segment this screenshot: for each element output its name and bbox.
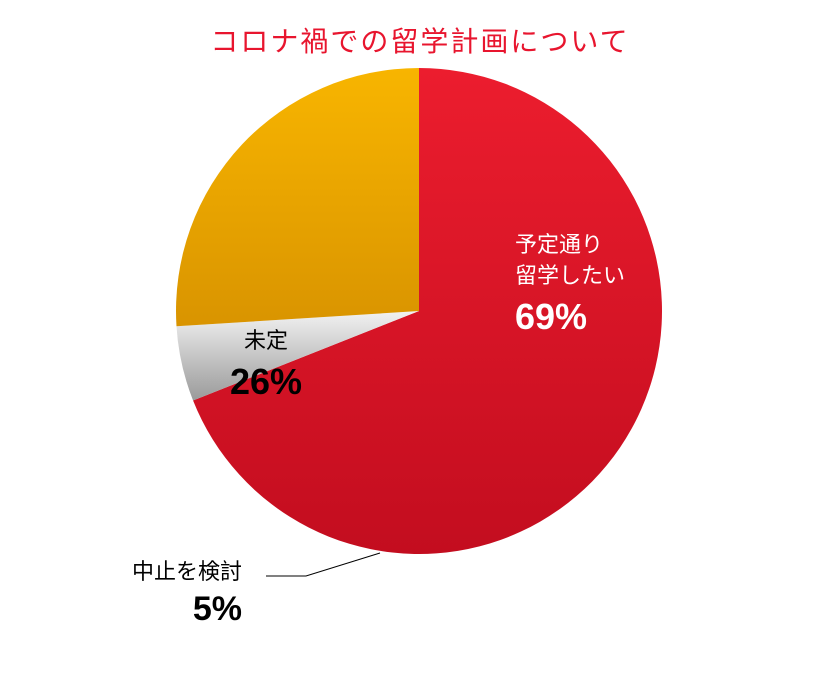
slice-label-proceed-line1: 予定通り	[515, 230, 625, 261]
slice-label-proceed: 予定通り 留学したい 69%	[515, 230, 625, 342]
slice-label-undecided: 未定 26%	[230, 326, 302, 407]
slice-percent-undecided: 26%	[230, 357, 302, 407]
slice-label-proceed-line2: 留学したい	[515, 261, 625, 292]
slice-label-cancel: 中止を検討 5%	[132, 558, 242, 631]
callout-path	[266, 553, 380, 576]
chart-title: コロナ禍での留学計画について	[0, 20, 840, 60]
slice-label-cancel-line1: 中止を検討	[132, 558, 242, 587]
slice-percent-cancel: 5%	[132, 587, 242, 631]
pie-slice-undecided	[176, 68, 419, 326]
slice-percent-proceed: 69%	[515, 292, 625, 342]
slice-label-undecided-line1: 未定	[230, 326, 302, 357]
